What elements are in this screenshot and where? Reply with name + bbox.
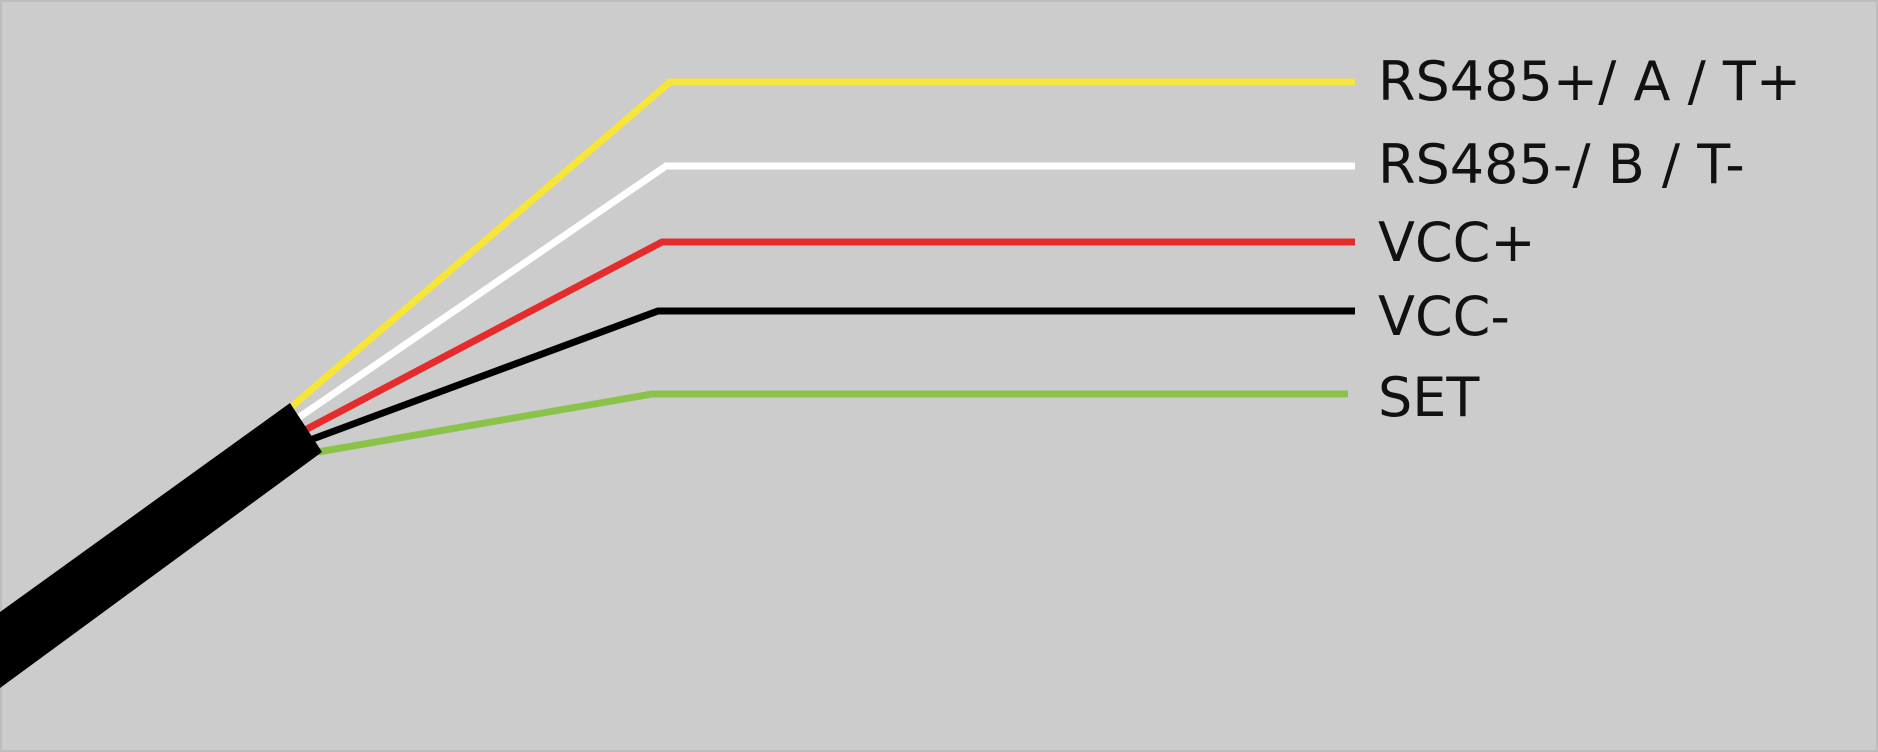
wire-1-label: RS485-/ B / T- xyxy=(1378,133,1745,196)
wire-4-line xyxy=(317,390,1348,456)
wire-0-label: RS485+/ A / T+ xyxy=(1378,50,1801,113)
wire-4-label: SET xyxy=(1378,366,1480,429)
wire-4: SET xyxy=(317,366,1480,456)
wire-2: VCC+ xyxy=(303,211,1536,434)
wire-0: RS485+/ A / T+ xyxy=(287,50,1801,411)
wire-3: VCC- xyxy=(308,285,1510,444)
wire-0-line xyxy=(287,78,1355,411)
wire-1: RS485-/ B / T- xyxy=(296,133,1745,421)
wire-3-line xyxy=(308,307,1355,444)
cable-jacket xyxy=(0,403,322,688)
wire-2-label: VCC+ xyxy=(1378,211,1536,274)
wire-2-line xyxy=(303,238,1355,434)
wire-3-label: VCC- xyxy=(1378,285,1510,348)
wire-1-line xyxy=(296,162,1355,421)
